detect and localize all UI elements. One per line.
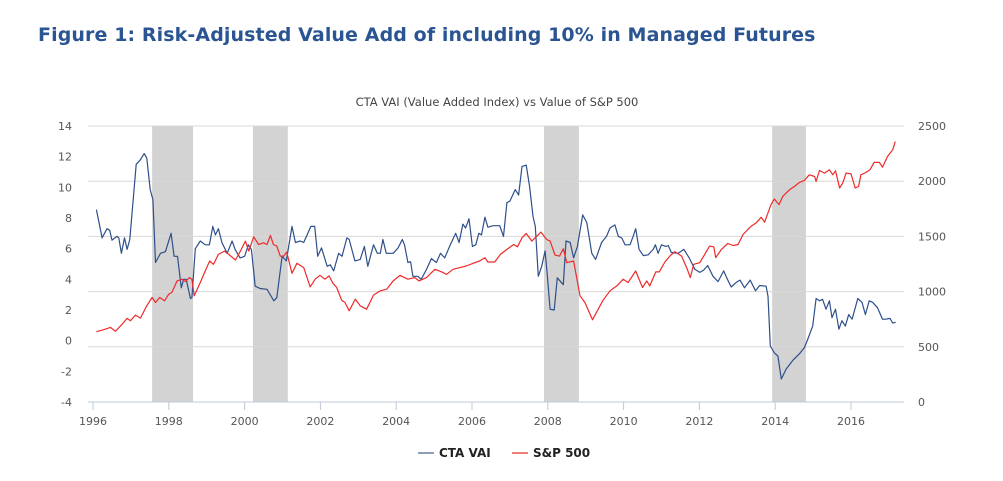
gridlines xyxy=(88,125,904,403)
shaded-periods xyxy=(152,126,806,402)
x-tick-label: 2002 xyxy=(306,415,334,428)
legend: CTA VAI S&P 500 xyxy=(418,446,590,460)
legend-label: S&P 500 xyxy=(533,446,590,460)
shaded-period xyxy=(544,126,579,402)
chart-title: CTA VAI (Value Added Index) vs Value of … xyxy=(356,95,639,109)
y-left-tick-label: 14 xyxy=(58,120,72,133)
y-left-tick-label: 10 xyxy=(58,181,72,194)
series-line-cta-vai xyxy=(95,153,896,380)
y-left-tick-label: -2 xyxy=(61,365,72,378)
y-left-tick-label: 4 xyxy=(65,273,72,286)
y-left-tick-label: 12 xyxy=(58,151,72,164)
y-right-tick-label: 1500 xyxy=(918,230,946,243)
series-lines xyxy=(95,141,896,380)
x-tick-label: 2000 xyxy=(231,415,259,428)
shaded-period xyxy=(152,126,194,402)
legend-label: CTA VAI xyxy=(439,446,491,460)
x-tick-label: 2004 xyxy=(382,415,410,428)
shaded-period xyxy=(252,126,288,402)
x-tick-label: 2010 xyxy=(610,415,638,428)
y-right-tick-label: 500 xyxy=(918,341,939,354)
figure-title: Figure 1: Risk-Adjusted Value Add of inc… xyxy=(38,24,816,46)
x-tick-label: 2006 xyxy=(458,415,486,428)
y-left-tick-label: 2 xyxy=(65,304,72,317)
y-right-tick-label: 0 xyxy=(918,396,925,409)
y-left-tick-label: 0 xyxy=(65,335,72,348)
y-right-tick-label: 2000 xyxy=(918,175,946,188)
y-right-tick-label: 1000 xyxy=(918,286,946,299)
x-tick-label: 1996 xyxy=(79,415,107,428)
x-axis: 1996 1998 2000 2002 2004 2006 2008 2010 2012 2014… xyxy=(79,402,865,428)
x-tick-label: 2014 xyxy=(761,415,789,428)
shaded-period xyxy=(772,126,806,402)
y-axis-left: 14 12 10 8 6 4 2 0 -2 -4 xyxy=(58,120,72,409)
series-line-sp500 xyxy=(96,141,896,333)
y-right-tick-label: 2500 xyxy=(918,120,946,133)
x-tick-label: 2008 xyxy=(534,415,562,428)
x-tick-label: 2016 xyxy=(837,415,865,428)
x-tick-label: 1998 xyxy=(155,415,183,428)
y-left-tick-label: 6 xyxy=(65,243,72,256)
x-tick-label: 2012 xyxy=(685,415,713,428)
y-left-tick-label: 8 xyxy=(65,212,72,225)
y-left-tick-label: -4 xyxy=(61,396,72,409)
y-axis-right: 2500 2000 1500 1000 500 0 xyxy=(918,120,946,409)
